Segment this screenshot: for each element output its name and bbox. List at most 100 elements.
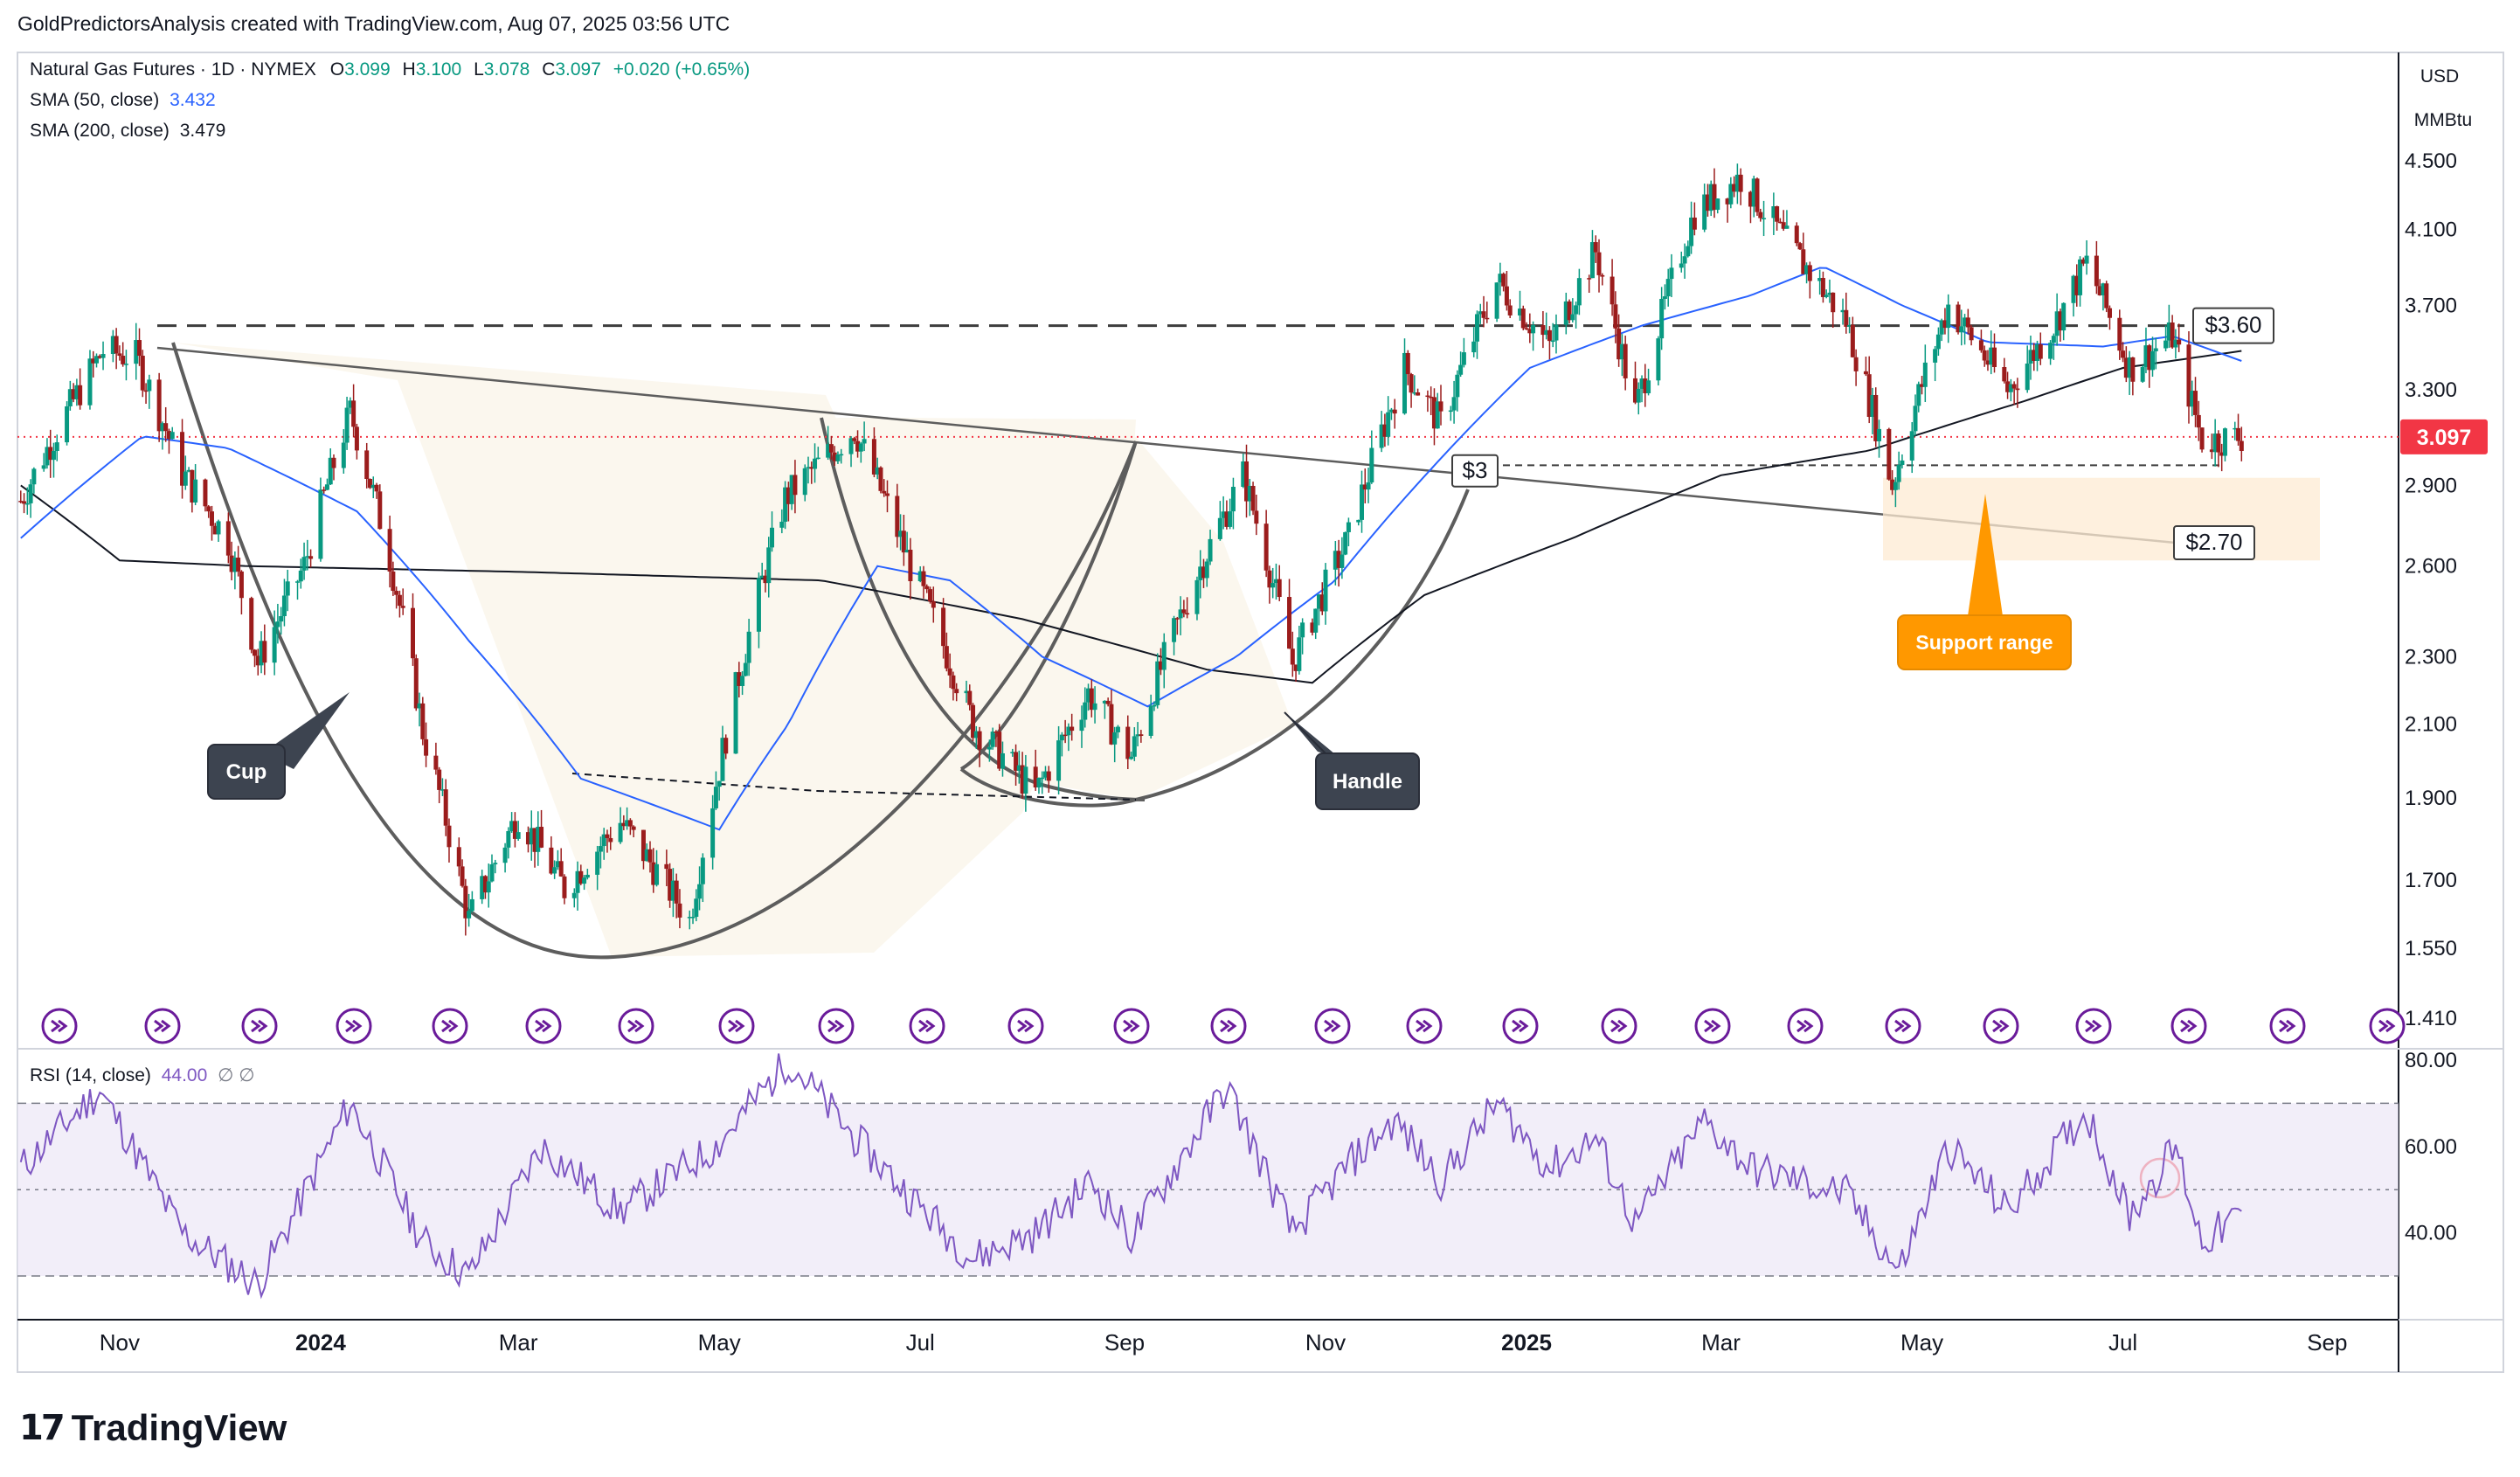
candle-body (1362, 484, 1367, 490)
candle-body (2058, 311, 2063, 331)
candle-body (1023, 766, 1028, 794)
candle-body (364, 450, 370, 480)
event-arrow-icon (1123, 1019, 1140, 1033)
candle-body (253, 649, 257, 656)
candle-body (756, 578, 761, 632)
legend-high-key: H (402, 59, 416, 80)
candle-body (2173, 339, 2178, 348)
candle-body (493, 863, 498, 864)
candle-body (562, 876, 567, 898)
candle-body (87, 358, 93, 406)
cup-label-box (207, 744, 286, 800)
candle-body (1870, 394, 1875, 418)
candle-body (1204, 561, 1209, 579)
candle-body (1174, 618, 1180, 620)
candle-body (24, 503, 30, 505)
candle-body (1827, 292, 1832, 295)
candle-body (908, 550, 913, 581)
candle-body (1570, 314, 1575, 321)
candle-body (1877, 428, 1882, 441)
rsi-tick-label: 40.00 (2405, 1222, 2457, 1245)
candle-body (1247, 485, 1252, 502)
time-tick-label: 2024 (295, 1329, 346, 1356)
candle-body (2117, 317, 2122, 351)
candle-body (1379, 424, 1384, 448)
candle-body (308, 556, 314, 559)
candle-body (627, 820, 633, 827)
legend-change: +0.020 (+0.65%) (613, 59, 751, 80)
candle-body (1531, 325, 1536, 334)
level-3-label: $3 (1463, 457, 1488, 483)
tradingview-logo[interactable]: 17 TradingView (19, 1407, 287, 1449)
candle-body (766, 547, 772, 584)
candle-body (255, 655, 260, 666)
event-arrow-icon (1220, 1019, 1237, 1033)
candle-body (951, 675, 956, 690)
candle-body (1244, 461, 1250, 502)
candle-body (275, 621, 280, 628)
candle-body (1576, 278, 1582, 306)
candle-body (2150, 350, 2155, 371)
candle-body (1738, 174, 1743, 192)
candle-body (585, 874, 590, 878)
candle-body (460, 866, 465, 886)
candle-body (2222, 428, 2227, 456)
candle-body (348, 400, 353, 408)
candle-body (1935, 334, 1941, 350)
candle-body (328, 457, 333, 485)
candle-body (2236, 427, 2241, 441)
event-arrow-icon (827, 1019, 845, 1033)
candle-body (1431, 397, 1437, 429)
support-range-label: Support range (1915, 631, 2053, 654)
event-arrow-icon (251, 1019, 268, 1033)
price-tick-label: 1.900 (2405, 787, 2457, 810)
candle-body (2123, 357, 2129, 378)
candle-body (2196, 414, 2201, 428)
candle-body (506, 830, 511, 848)
legend-sma200-label: SMA (200, close) (30, 121, 170, 141)
candle-body (1900, 460, 1905, 465)
candle-body (558, 861, 564, 877)
candle-body (440, 789, 445, 791)
candle-body (1105, 700, 1111, 704)
candle-body (1056, 740, 1062, 781)
candle-body (1831, 292, 1836, 313)
candle-body (1758, 211, 1763, 218)
candle-body (1824, 295, 1829, 297)
legend-sma200-value: 3.479 (179, 121, 226, 141)
rsi-tick-label: 80.00 (2405, 1049, 2457, 1072)
candle-body (413, 658, 419, 709)
candle-body (1775, 206, 1780, 222)
candle-body (397, 594, 402, 607)
candle-body (2107, 308, 2112, 318)
price-tick-label: 2.300 (2405, 645, 2457, 669)
candle-body (285, 581, 290, 596)
candle-body (209, 511, 214, 526)
candle-body (990, 732, 995, 747)
candle-body (973, 731, 979, 738)
candle-body (156, 379, 162, 432)
support-range-label-box (1897, 614, 2072, 670)
candle-body (1043, 771, 1048, 778)
candle-body (2186, 344, 2191, 407)
candle-body (1089, 688, 1094, 711)
candle-body (91, 358, 96, 364)
rsi-pane (17, 1053, 2399, 1300)
candle-body (1112, 732, 1118, 745)
candle-body (931, 601, 936, 608)
tradingview-mark-icon: 17 (19, 1408, 66, 1448)
candle-body (2051, 336, 2056, 343)
candle-body (437, 769, 442, 790)
candle-body (1989, 347, 1994, 365)
candle-body (295, 581, 301, 583)
candle-body (839, 454, 844, 456)
candle-body (2101, 283, 2106, 295)
candle-body (1155, 661, 1160, 705)
candle-body (114, 336, 119, 354)
level-360-label: $3.60 (2205, 312, 2261, 338)
candle-body (993, 732, 999, 733)
candle-body (394, 591, 399, 595)
neckline-trendline (156, 346, 2185, 545)
level-3-label-box (1451, 454, 1499, 488)
